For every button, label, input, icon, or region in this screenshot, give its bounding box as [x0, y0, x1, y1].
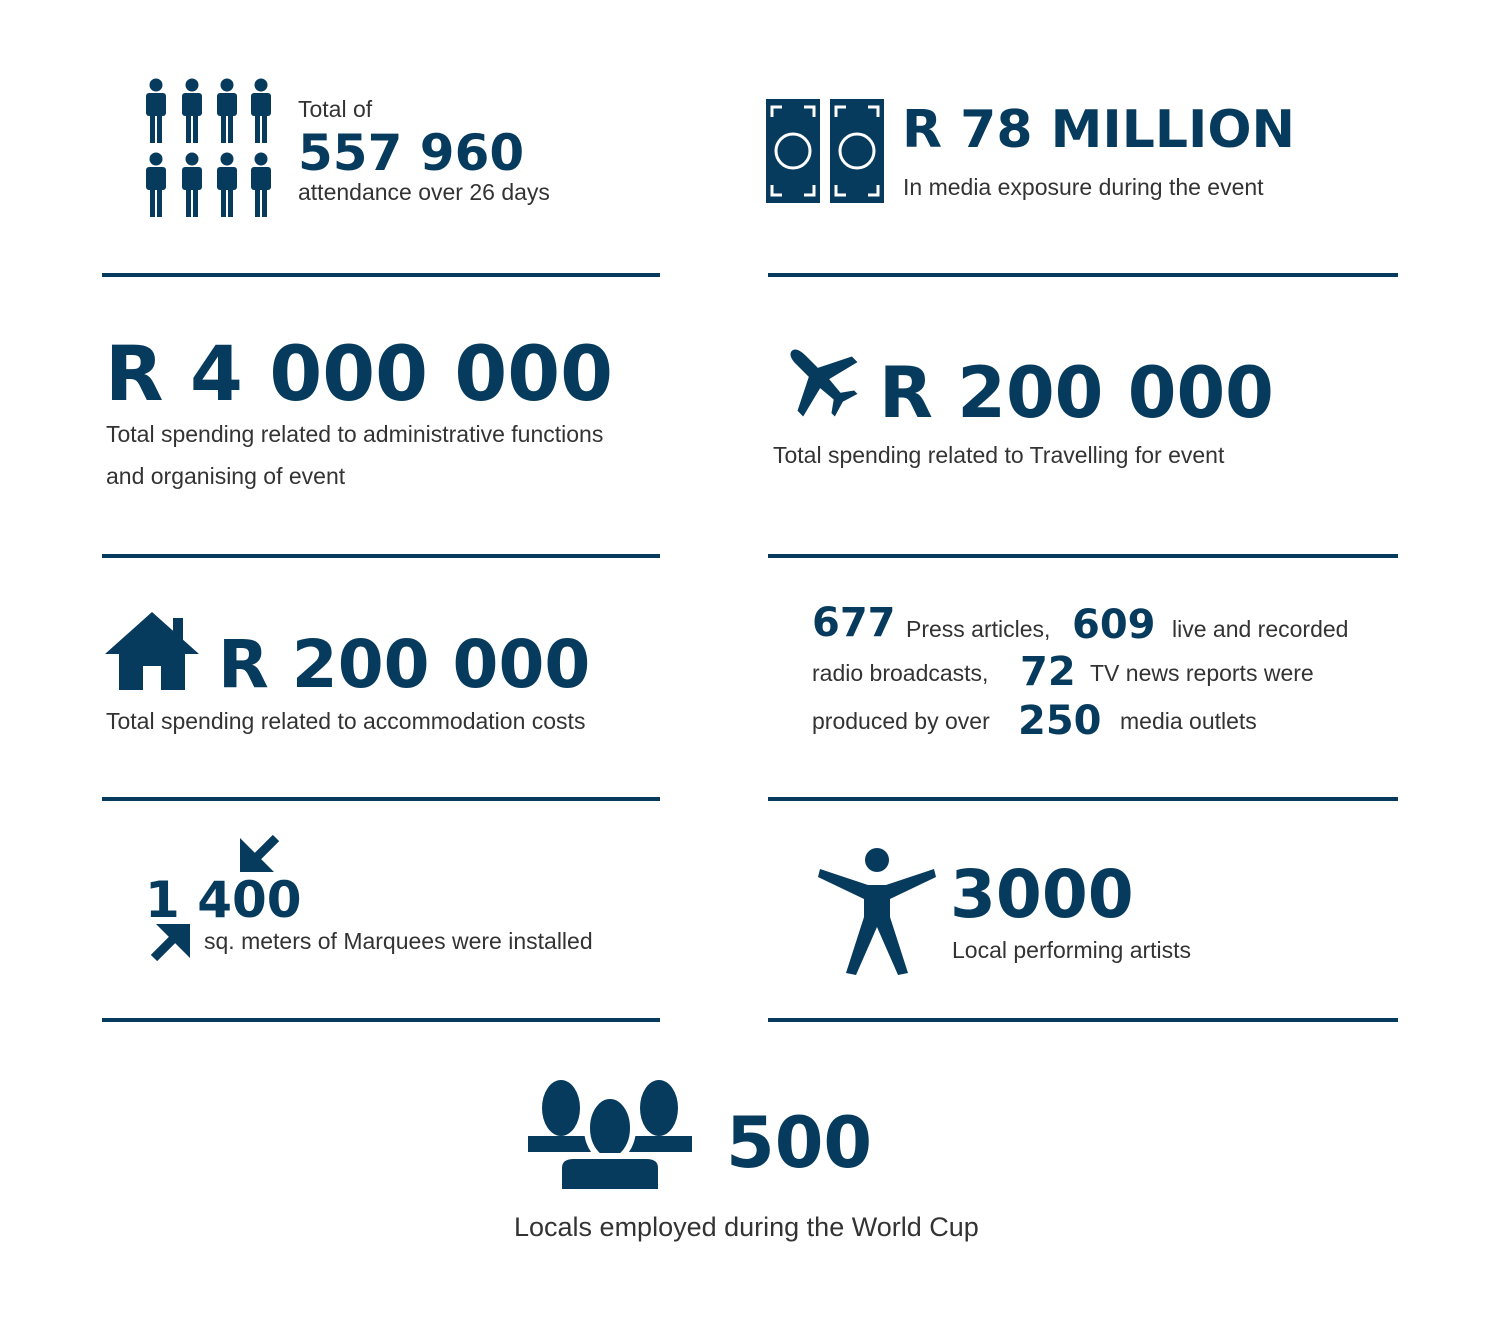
divider: [102, 554, 660, 558]
employment-value: 500: [726, 1102, 873, 1184]
marquees-caption: sq. meters of Marquees were installed: [204, 928, 593, 954]
employment-caption: Locals employed during the World Cup: [514, 1212, 979, 1242]
radio-count: 609: [1072, 602, 1156, 648]
outlets-label: media outlets: [1120, 708, 1257, 734]
divider: [768, 1018, 1398, 1022]
tv-count: 72: [1020, 649, 1076, 695]
admin-spending-caption-line2: and organising of event: [106, 463, 346, 489]
divider: [102, 797, 660, 801]
accommodation-value: R 200 000: [218, 626, 591, 703]
divider: [102, 273, 660, 277]
press-count: 677: [812, 600, 896, 646]
house-icon: [105, 612, 199, 690]
media-exposure-caption: In media exposure during the event: [903, 174, 1264, 200]
accommodation-caption: Total spending related to accommodation …: [106, 708, 586, 734]
outlets-count: 250: [1018, 698, 1102, 744]
tv-label: TV news reports were: [1090, 660, 1314, 686]
divider: [768, 797, 1398, 801]
attendance-caption: attendance over 26 days: [298, 179, 550, 205]
radio-label-1: live and recorded: [1172, 616, 1349, 642]
airplane-icon: [790, 349, 858, 417]
divider: [768, 273, 1398, 277]
banknotes-icon: [766, 99, 884, 203]
admin-spending-caption-line1: Total spending related to administrative…: [106, 421, 604, 447]
attendance-value: 557 960: [298, 124, 525, 182]
travel-spending-caption: Total spending related to Travelling for…: [773, 442, 1225, 468]
media-exposure-value: R 78 MILLION: [902, 100, 1296, 160]
outlets-prefix: produced by over: [812, 708, 990, 734]
admin-spending-value: R 4 000 000: [105, 329, 614, 418]
press-label: Press articles,: [906, 616, 1051, 642]
divider: [768, 554, 1398, 558]
divider: [102, 1018, 660, 1022]
group-people-icon: [528, 1080, 692, 1192]
marquees-value: 1 400: [145, 871, 302, 929]
radio-label-2: radio broadcasts,: [812, 660, 989, 686]
resize-arrows-icon: [150, 834, 280, 962]
person-arms-out-icon: [818, 848, 936, 975]
travel-spending-value: R 200 000: [879, 352, 1274, 434]
artists-caption: Local performing artists: [952, 937, 1192, 963]
attendance-prefix: Total of: [298, 96, 373, 122]
artists-value: 3000: [950, 856, 1134, 933]
people-grid-icon: [146, 78, 271, 217]
